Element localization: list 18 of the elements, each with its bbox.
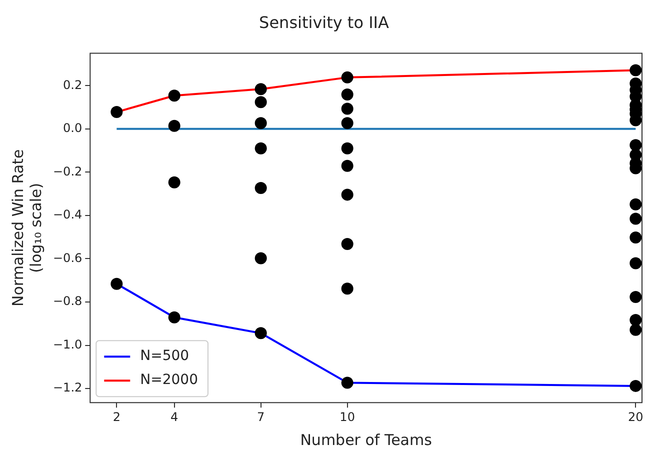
y-tick-label: −1.2 xyxy=(53,380,82,395)
x-tick-label: 10 xyxy=(340,410,355,424)
legend-label: N=2000 xyxy=(140,372,198,388)
x-tick-label: 7 xyxy=(257,410,265,424)
y-tick-label: −1.0 xyxy=(53,337,82,352)
legend-label: N=500 xyxy=(140,348,190,364)
x-tick-label: 2 xyxy=(112,410,120,424)
y-tick-label: −0.8 xyxy=(53,294,82,308)
y-tick-label: −0.6 xyxy=(53,250,82,265)
chart-title: Sensitivity to IIA xyxy=(259,12,390,32)
y-tick-label: −0.4 xyxy=(53,208,82,222)
x-tick-label: 20 xyxy=(628,410,644,424)
y-tick-label: −0.2 xyxy=(53,164,82,178)
x-axis-title: Number of Teams xyxy=(300,430,432,449)
y-tick-label: 0.0 xyxy=(63,121,82,136)
x-tick-label: 4 xyxy=(170,410,178,424)
y-tick-label: 0.2 xyxy=(63,78,82,92)
y-axis-title: Normalized Win Rate (log₁₀ scale) xyxy=(8,149,45,306)
